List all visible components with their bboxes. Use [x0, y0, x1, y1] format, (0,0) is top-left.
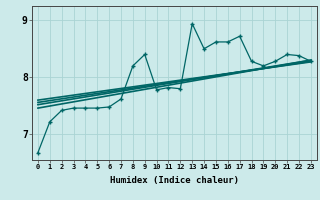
X-axis label: Humidex (Indice chaleur): Humidex (Indice chaleur) [110, 176, 239, 185]
